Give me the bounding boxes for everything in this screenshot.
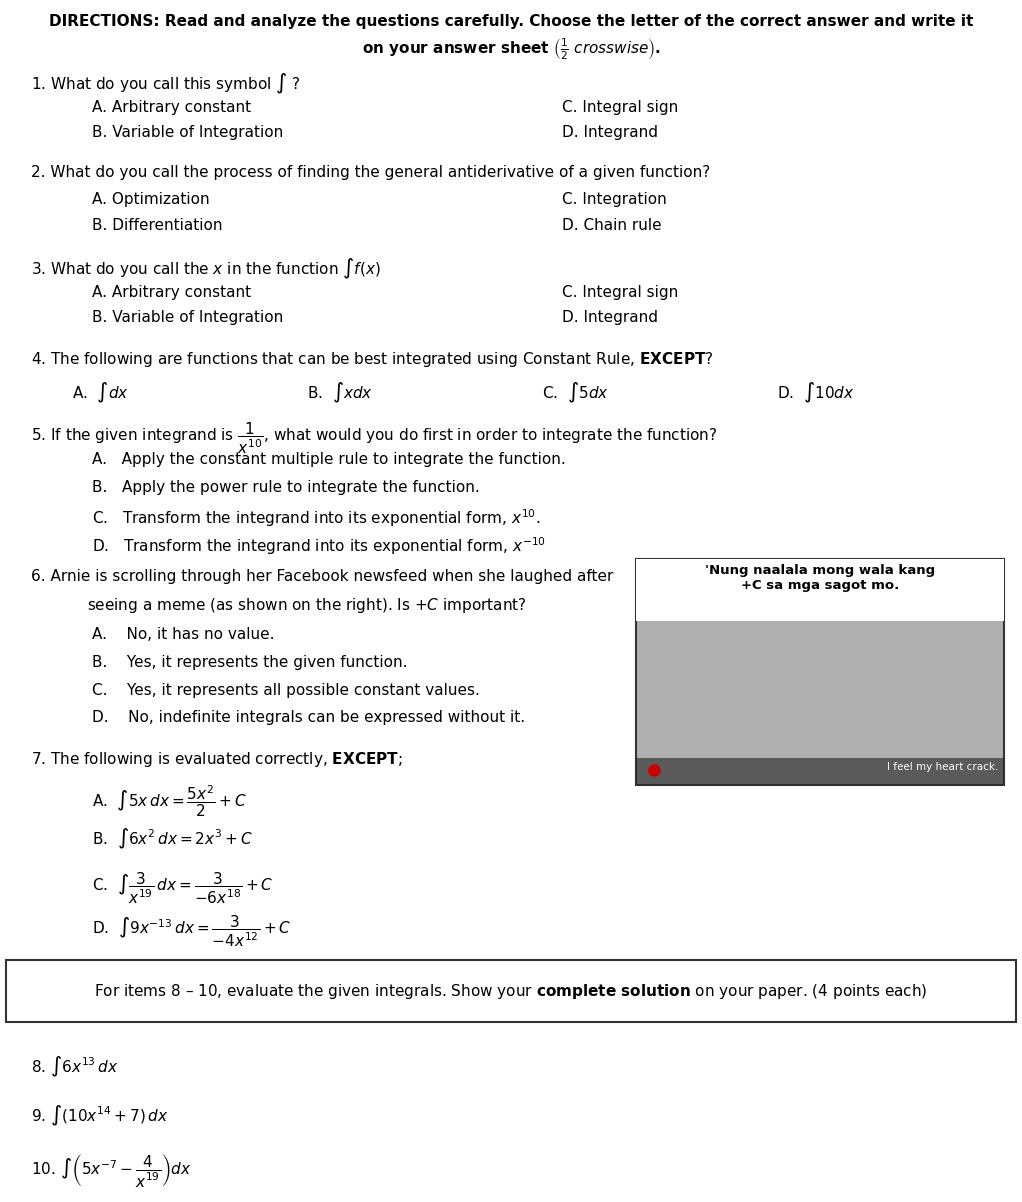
Text: C.   Transform the integrand into its exponential form, $x^{10}$.: C. Transform the integrand into its expo… (92, 507, 541, 529)
Text: 2. What do you call the process of finding the general antiderivative of a given: 2. What do you call the process of findi… (31, 165, 710, 179)
Text: B.  $\int xdx$: B. $\int xdx$ (307, 381, 373, 405)
FancyBboxPatch shape (6, 960, 1016, 1022)
Text: C.    Yes, it represents all possible constant values.: C. Yes, it represents all possible const… (92, 683, 480, 697)
Text: D. Chain rule: D. Chain rule (562, 218, 661, 232)
Text: A.   Apply the constant multiple rule to integrate the function.: A. Apply the constant multiple rule to i… (92, 452, 566, 466)
Text: seeing a meme (as shown on the right). Is $+C$ important?: seeing a meme (as shown on the right). I… (87, 596, 526, 615)
Text: D.  $\int 9x^{-13}\,dx = \dfrac{3}{-4x^{12}} + C$: D. $\int 9x^{-13}\,dx = \dfrac{3}{-4x^{1… (92, 914, 291, 950)
Text: B.  $\int 6x^2\,dx = 2x^3 + C$: B. $\int 6x^2\,dx = 2x^3 + C$ (92, 827, 252, 851)
Text: on your answer sheet $\left(\frac{1}{2}\ \mathit{crosswise}\right)$.: on your answer sheet $\left(\frac{1}{2}\… (362, 36, 660, 63)
Text: A. Optimization: A. Optimization (92, 192, 210, 207)
Text: 8. $\int 6x^{13}\,dx$: 8. $\int 6x^{13}\,dx$ (31, 1055, 119, 1079)
FancyBboxPatch shape (636, 559, 1004, 621)
Text: B.   Apply the power rule to integrate the function.: B. Apply the power rule to integrate the… (92, 480, 479, 494)
Text: 9. $\int (10x^{14} + 7)\,dx$: 9. $\int (10x^{14} + 7)\,dx$ (31, 1103, 169, 1127)
Text: For items 8 – 10, evaluate the given integrals. Show your $\bf{complete\ solutio: For items 8 – 10, evaluate the given int… (94, 982, 928, 1000)
Text: C.  $\int 5dx$: C. $\int 5dx$ (542, 381, 609, 405)
Text: C. Integration: C. Integration (562, 192, 666, 207)
Text: D.    No, indefinite integrals can be expressed without it.: D. No, indefinite integrals can be expre… (92, 710, 525, 725)
Text: B.    Yes, it represents the given function.: B. Yes, it represents the given function… (92, 655, 408, 670)
Text: A.  $\int dx$: A. $\int dx$ (72, 381, 129, 405)
Text: A.  $\int 5x\,dx = \dfrac{5x^2}{2} + C$: A. $\int 5x\,dx = \dfrac{5x^2}{2} + C$ (92, 784, 246, 820)
Text: 'Nung naalala mong wala kang
+C sa mga sagot mo.: 'Nung naalala mong wala kang +C sa mga s… (704, 564, 935, 591)
Text: DIRECTIONS: Read and analyze the questions carefully. Choose the letter of the c: DIRECTIONS: Read and analyze the questio… (49, 14, 973, 29)
Text: I feel my heart crack.: I feel my heart crack. (887, 762, 998, 772)
Text: A. Arbitrary constant: A. Arbitrary constant (92, 100, 251, 114)
Text: D.  $\int 10dx$: D. $\int 10dx$ (777, 381, 854, 405)
Text: D. Integrand: D. Integrand (562, 125, 658, 139)
Text: 3. What do you call the $x$ in the function $\int f(x)$: 3. What do you call the $x$ in the funct… (31, 257, 380, 281)
FancyBboxPatch shape (636, 758, 1004, 785)
Text: C. Integral sign: C. Integral sign (562, 285, 679, 299)
Text: A.    No, it has no value.: A. No, it has no value. (92, 627, 275, 642)
Text: C.  $\int \dfrac{3}{x^{19}}\,dx = \dfrac{3}{-6x^{18}} + C$: C. $\int \dfrac{3}{x^{19}}\,dx = \dfrac{… (92, 870, 274, 906)
Text: 5. If the given integrand is $\dfrac{1}{x^{10}}$, what would you do first in ord: 5. If the given integrand is $\dfrac{1}{… (31, 421, 717, 457)
FancyBboxPatch shape (636, 559, 1004, 785)
Text: D. Integrand: D. Integrand (562, 310, 658, 325)
Text: 7. The following is evaluated correctly, $\bf{EXCEPT}$;: 7. The following is evaluated correctly,… (31, 750, 403, 769)
Text: 10. $\int \left(5x^{-7} - \dfrac{4}{x^{19}}\right)dx$: 10. $\int \left(5x^{-7} - \dfrac{4}{x^{1… (31, 1152, 191, 1189)
Text: B. Differentiation: B. Differentiation (92, 218, 223, 232)
Text: 1. What do you call this symbol $\int$ ?: 1. What do you call this symbol $\int$ ? (31, 72, 300, 96)
Text: D.   Transform the integrand into its exponential form, $x^{-10}$: D. Transform the integrand into its expo… (92, 535, 546, 557)
Text: 6. Arnie is scrolling through her Facebook newsfeed when she laughed after: 6. Arnie is scrolling through her Facebo… (31, 569, 613, 583)
Text: B. Variable of Integration: B. Variable of Integration (92, 310, 283, 325)
Text: 4. The following are functions that can be best integrated using Constant Rule, : 4. The following are functions that can … (31, 350, 713, 369)
Text: A. Arbitrary constant: A. Arbitrary constant (92, 285, 251, 299)
Text: B. Variable of Integration: B. Variable of Integration (92, 125, 283, 139)
Text: C. Integral sign: C. Integral sign (562, 100, 679, 114)
